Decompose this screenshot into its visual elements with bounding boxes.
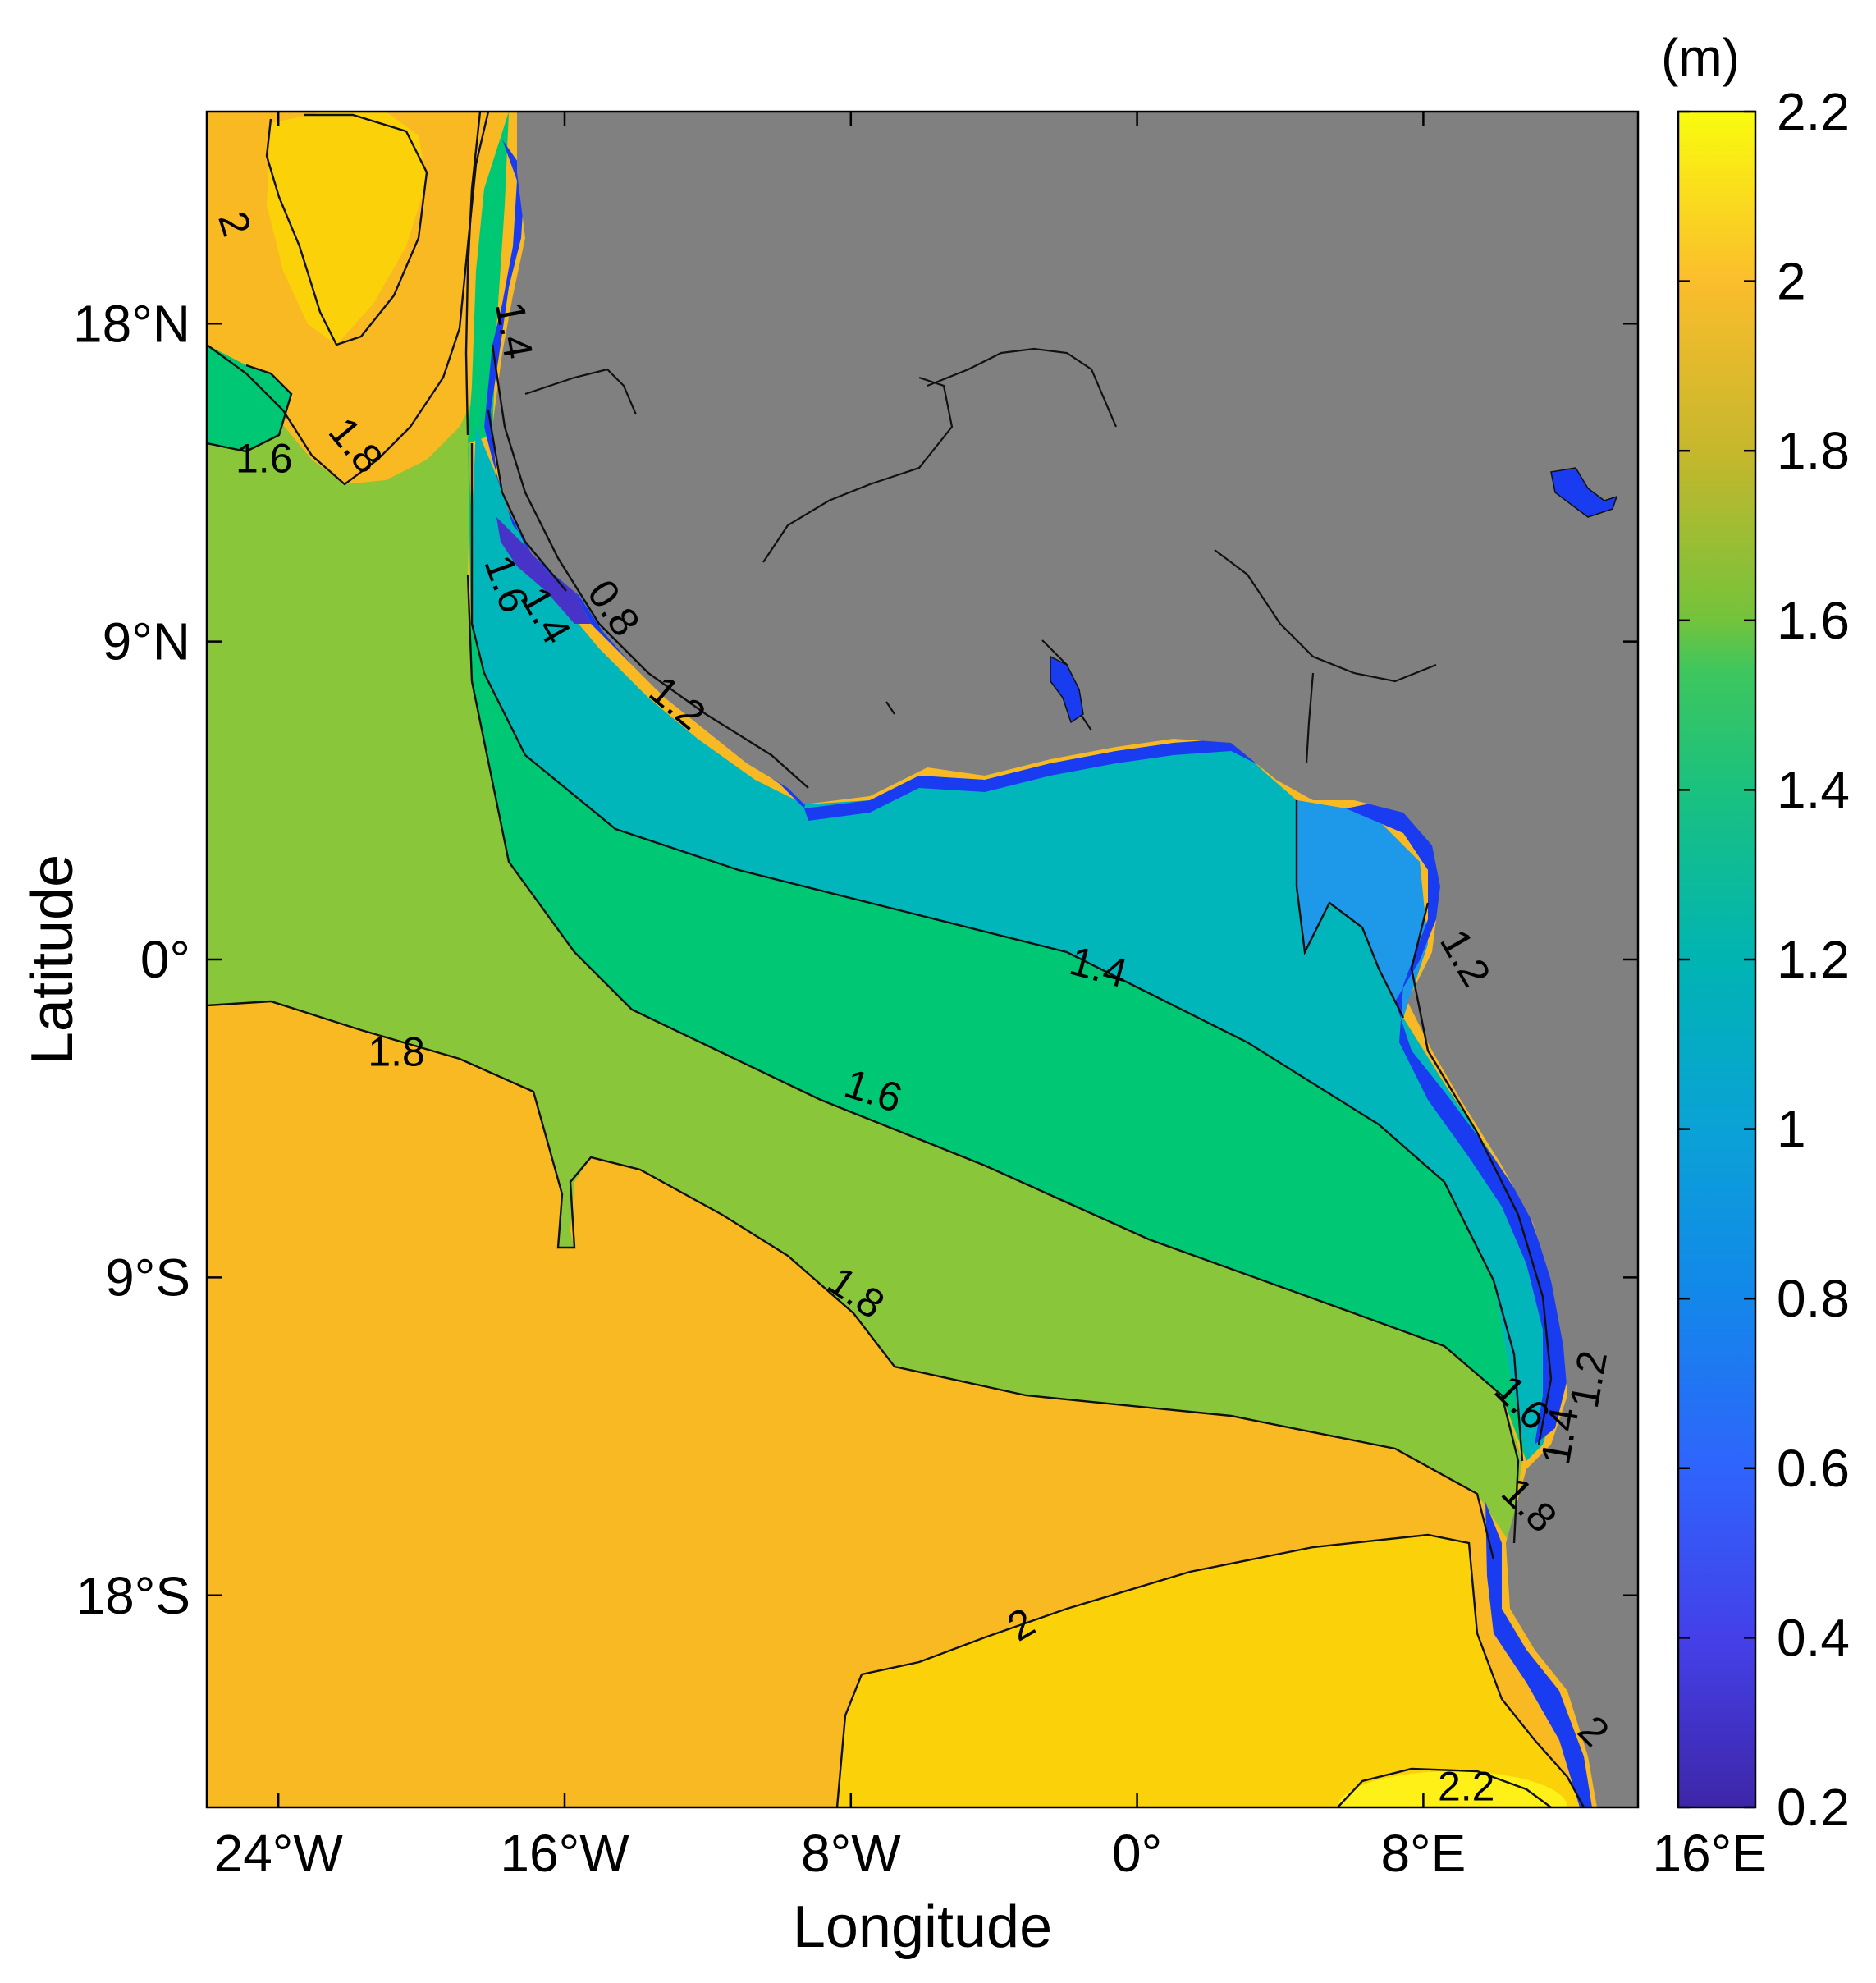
colorbar-tick-label: 1.2: [1777, 930, 1850, 989]
contour-label: 1.4: [487, 298, 542, 362]
region-1-4-coast-north: [468, 112, 509, 443]
region-1-4-north-patch: [207, 345, 291, 451]
colorbar-gradient: [1677, 110, 1757, 1809]
colorbar-tick-label: 2: [1777, 252, 1806, 311]
colorbar-tick-label: 1.4: [1777, 760, 1850, 819]
x-axis-title: Longitude: [793, 1894, 1052, 1960]
contour-label: 1.8: [368, 1028, 425, 1074]
colorbar-tick-label: 1: [1777, 1100, 1806, 1159]
colorbar-tick-label: 0.8: [1777, 1269, 1850, 1328]
contour-label: 1.6: [236, 435, 293, 481]
y-tick-label: 18°N: [73, 294, 190, 353]
region-2-0-north: [267, 112, 427, 345]
map-area: 21.81.61.41.61.40.81.21.41.61.81.81.21.2…: [207, 112, 1638, 1810]
y-axis: 18°N 9°N 0° 9°S 18°S: [73, 294, 1638, 1625]
contour-lines: [207, 112, 1585, 1807]
region-1-2-gulf: [472, 427, 1563, 1461]
lake-volta: [1050, 655, 1084, 724]
y-tick-label: 9°S: [105, 1248, 190, 1307]
nearshore-blue-namibia: [1485, 1502, 1592, 1807]
contour-label: 1.4: [1532, 1404, 1587, 1468]
nearshore-purple-sierra-leone: [496, 517, 591, 624]
lake-chad: [1550, 467, 1618, 518]
colorbar-tick-label: 2.2: [1777, 82, 1850, 141]
y-tick-label: 18°S: [76, 1566, 190, 1625]
nearshore-blue-gulf: [804, 739, 1280, 821]
y-tick-label: 9°N: [103, 612, 190, 671]
colorbar-tick-label: 1.6: [1777, 591, 1850, 650]
x-tick-label: 16°W: [500, 1824, 629, 1883]
region-1-4-band: [468, 435, 1526, 1461]
y-axis-title: Latitude: [20, 854, 85, 1065]
y-tick-label: 0°: [140, 930, 190, 989]
region-1-6-west: [207, 402, 1522, 1543]
colorbar-unit: (m): [1661, 28, 1740, 87]
x-tick-label: 0°: [1112, 1824, 1162, 1883]
colorbar-tick-label: 0.4: [1777, 1608, 1850, 1667]
region-2-0-south: [837, 1535, 1584, 1807]
colorbar: (m) 2.2 2 1.8 1.6 1.4 1.2 1 0.8 0.6 0.4 0.2: [1661, 28, 1850, 1837]
x-tick-label: 8°W: [801, 1824, 901, 1883]
nearshore-blue-west-central: [1346, 800, 1567, 1445]
x-tick-label: 24°W: [214, 1824, 344, 1883]
colorbar-tick-label: 0.6: [1777, 1439, 1850, 1498]
colorbar-ticks: 2.2 2 1.8 1.6 1.4 1.2 1 0.8 0.6 0.4 0.2: [1678, 82, 1850, 1837]
colorbar-tick-label: 1.8: [1777, 421, 1850, 480]
colorbar-tick-label: 0.2: [1777, 1778, 1850, 1837]
x-tick-label: 8°E: [1380, 1824, 1466, 1883]
region-1-0-gulf-inner: [1297, 800, 1428, 1018]
region-2-2-south: [1338, 1771, 1567, 1807]
land-africa: [492, 112, 1638, 1807]
x-axis: 24°W 16°W 8°W 0° 8°E 16°E: [214, 112, 1767, 1883]
contour-label: 1.2: [1561, 1347, 1616, 1411]
contour-label: 2.2: [1438, 1764, 1495, 1810]
x-tick-label: 16°E: [1652, 1824, 1766, 1883]
